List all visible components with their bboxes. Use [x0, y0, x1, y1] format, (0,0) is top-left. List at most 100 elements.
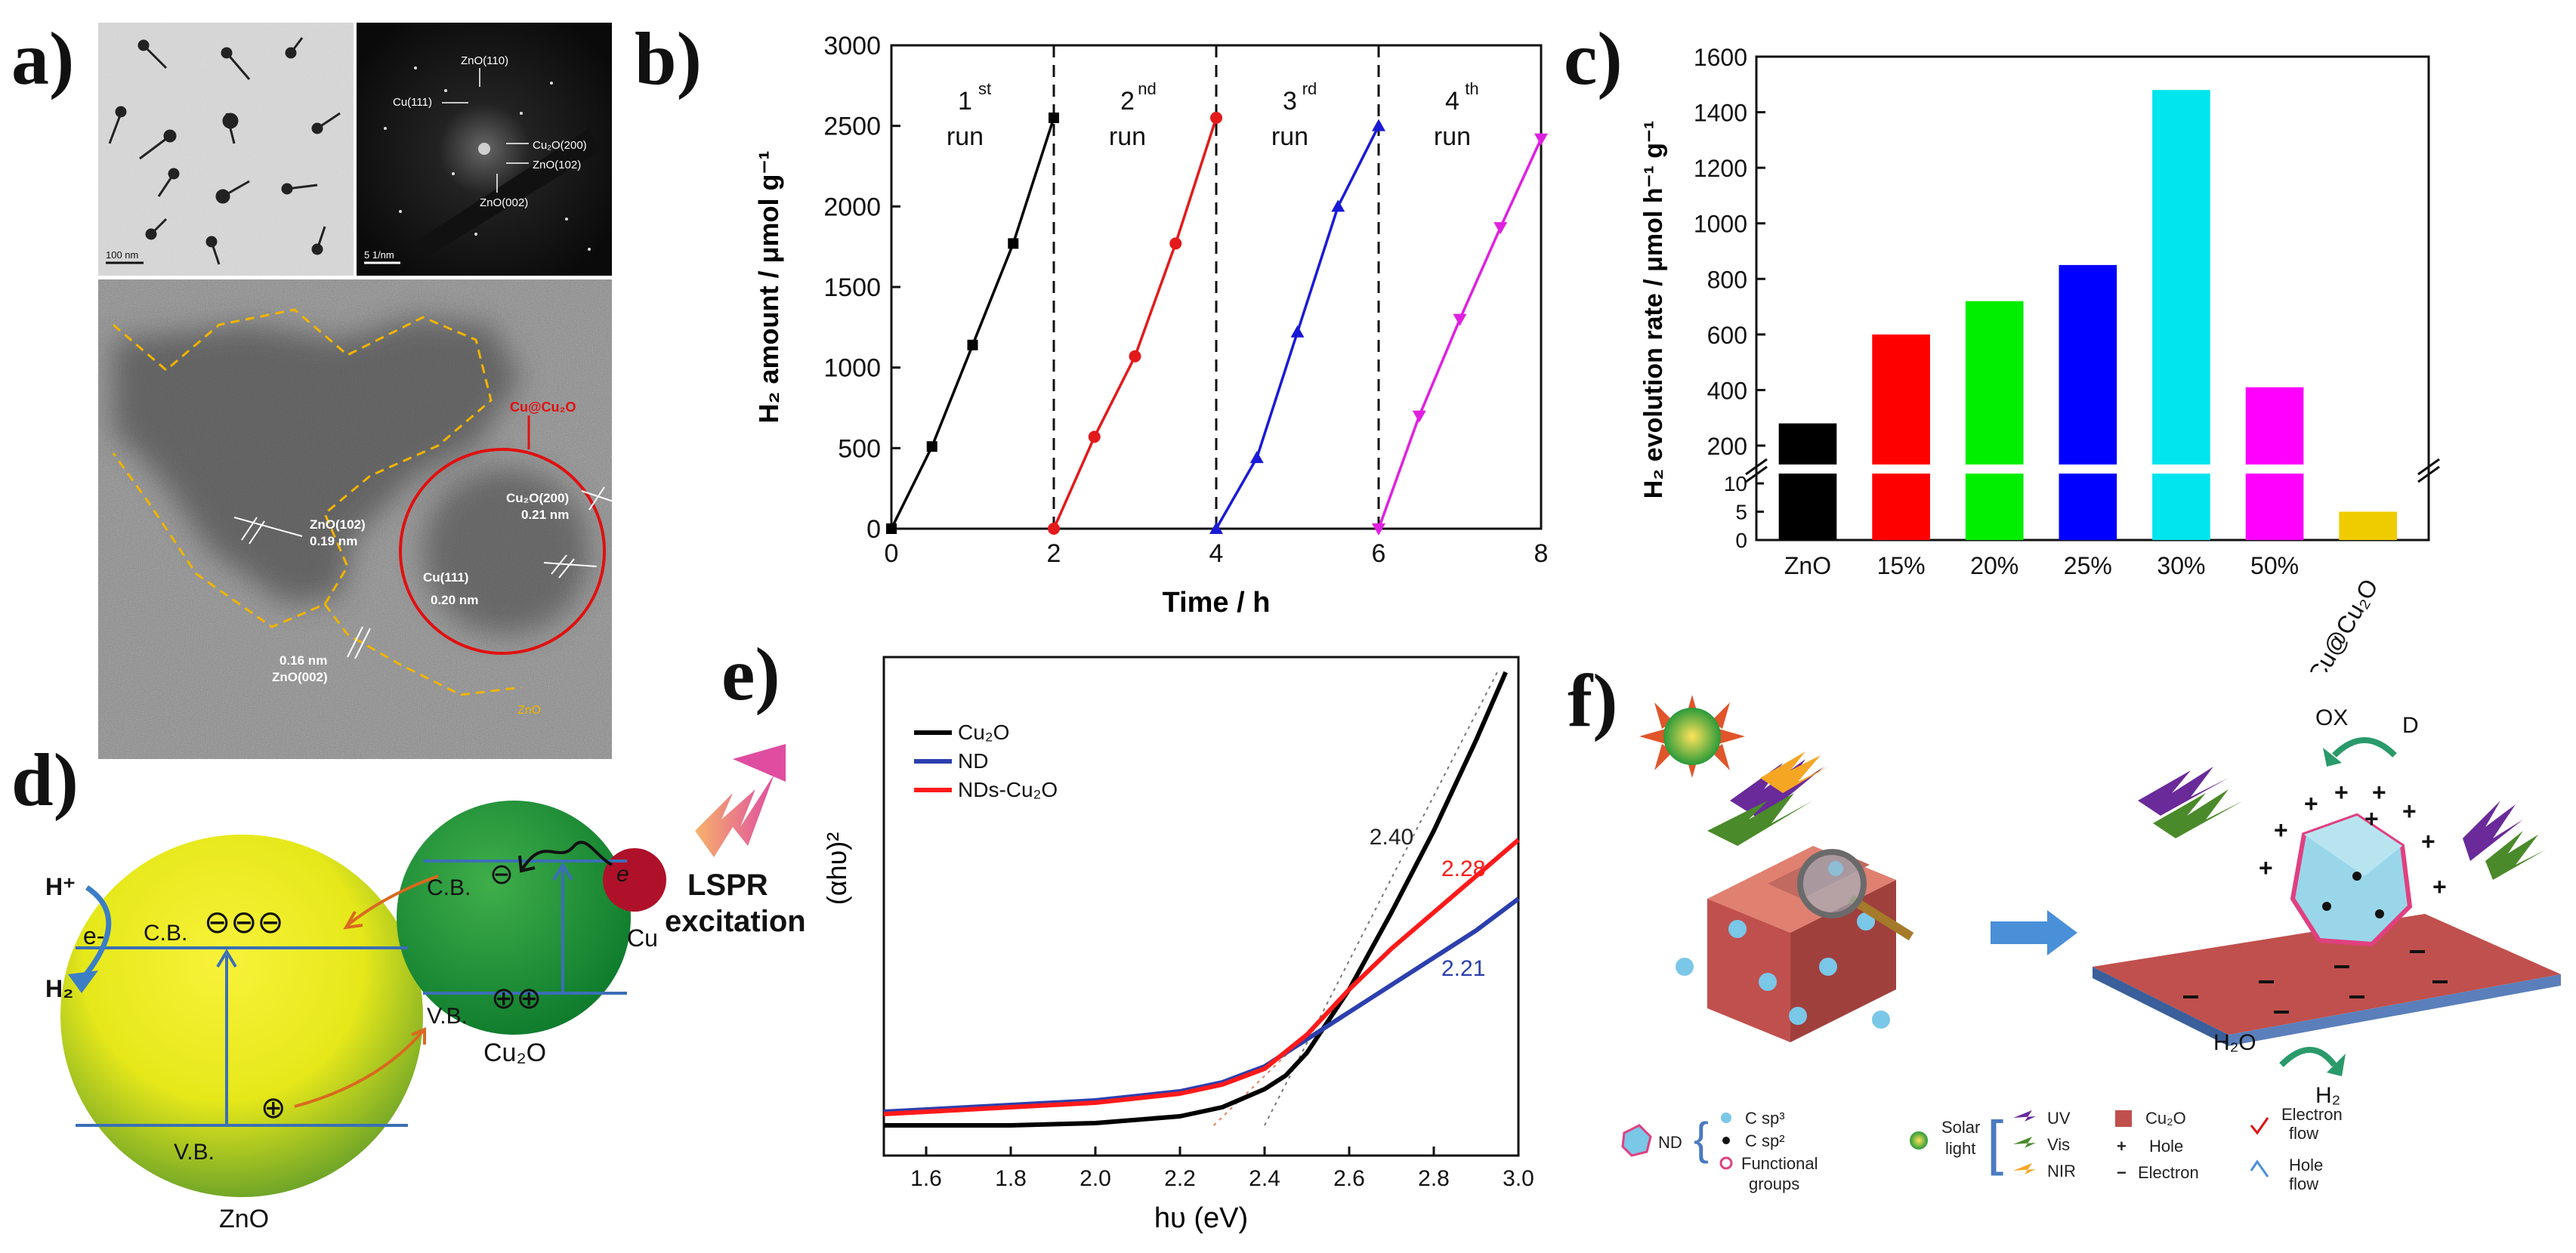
chart-b-run-sup: nd [1138, 79, 1156, 98]
legend-cu2o: Cu₂O [2145, 1109, 2186, 1128]
chart-e-xtick-label: 2.8 [1418, 1166, 1450, 1191]
chart-e-frame [882, 656, 1520, 1157]
svg-text:−: − [2117, 1163, 2127, 1182]
chart-b-xtick-label: 4 [1209, 539, 1224, 568]
chart-b-ytick-label: 2000 [823, 193, 881, 221]
zno-sphere [60, 835, 423, 1197]
chart-e-series-line [883, 897, 1520, 1114]
chart-b-point [1169, 237, 1182, 250]
legend-light: light [1945, 1139, 1975, 1158]
hrtem-label-cu-cu2o: Cu@Cu₂O [510, 400, 576, 415]
chart-e-series-line [883, 838, 1520, 1116]
chart-b-point [1372, 523, 1385, 535]
cu2o-vb-label: V.B. [427, 1004, 468, 1029]
saed-label-zno110: ZnO(110) [461, 54, 508, 67]
chart-e-series-line [884, 671, 1508, 1128]
chart-e-tangent [1264, 671, 1498, 1126]
chart-b-ytick-label: 3000 [823, 32, 881, 60]
svg-text:+: + [2334, 779, 2349, 806]
chart-e-xtick-label: 2.6 [1333, 1166, 1365, 1191]
h2-evolution-arrow [81, 885, 112, 980]
legend-nd: ND [1658, 1133, 1682, 1152]
cu2o-holes: ⊕⊕ [491, 982, 542, 1015]
saed-label-zno102: ZnO(102) [533, 159, 581, 171]
sun-icon [1639, 695, 1745, 778]
chart-c-ytick-label: 10 [1724, 472, 1747, 495]
chart-b-series-line [890, 117, 1055, 529]
chart-b-point [1331, 199, 1345, 212]
chart-c-ytick-label: 800 [1707, 266, 1747, 293]
h2o-h2-arrow [2279, 1047, 2337, 1067]
chart-b-xtick-label: 6 [1372, 539, 1386, 568]
zno-label: ZnO [219, 1205, 269, 1233]
chart-b-point [886, 523, 897, 534]
chart-c-bar [1965, 301, 2024, 540]
chart-e-annotation: 2.40 [1370, 825, 1413, 850]
chart-b-ytick-label: 1000 [823, 354, 881, 383]
chart-b-point [1210, 112, 1222, 124]
magnifier-icon [1797, 849, 1914, 941]
chart-b-run-number: 3 [1283, 87, 1297, 116]
hrtem-image: Cu@Cu₂O ZnO(102) 0.19 nm Cu₂O(200) 0.21 … [98, 279, 612, 759]
scale-bar-left: 100 nm [106, 249, 138, 261]
panel-d-diagram: C.B. V.B. C.B. V.B. ⊖⊖⊖ ⊕ ⊖ ⊕⊕ e LSPR ex… [45, 744, 806, 1233]
panel-label-b: b) [635, 17, 702, 100]
chart-c-axis-break-mark [2417, 458, 2440, 476]
chart-b-point [1129, 350, 1141, 363]
f-h2-label: H₂ [2315, 1083, 2340, 1108]
f-ox-label: OX [2315, 705, 2348, 730]
chart-e-ylabel: (αhυ)² [821, 832, 852, 906]
chart-b-ytick-label: 0 [866, 515, 881, 544]
scale-bar-right: 5 1/nm [364, 249, 394, 261]
cu2o-plate [2093, 914, 2561, 1035]
panel-f-schematic: ++ + +++ +++ OX D H₂O H₂ ND { C sp³ C sp²… [1621, 695, 2561, 1193]
chart-c-ytick-label: 1400 [1694, 100, 1747, 127]
svg-text:+: + [2402, 798, 2417, 825]
chart-c-bar [1778, 423, 1837, 540]
nd-dots-cube [1676, 861, 1890, 1029]
chart-b-point [1453, 313, 1467, 326]
chart-b-series-line [1052, 117, 1218, 529]
chart-b-run-number: 1 [958, 87, 972, 116]
chart-c-axis-break-mark [2417, 465, 2440, 483]
lspr-excitation-label: excitation [665, 905, 806, 938]
chart-c-ytick-label: 1600 [1694, 44, 1747, 71]
chart-c-ytick-label: 0 [1735, 529, 1747, 552]
chart-e-legend-label: ND [958, 749, 988, 773]
svg-text:[: [ [1987, 1109, 2003, 1176]
chart-c-bar [2339, 511, 2397, 540]
legend-hole-flow-1: Hole [2289, 1156, 2323, 1174]
chart-b-point [1088, 431, 1101, 443]
hrtem-label-zno102: ZnO(102) [310, 517, 366, 532]
chart-b-run-label: run [947, 122, 984, 151]
hrtem-label-cu2o200: Cu₂O(200) [506, 491, 569, 505]
cu-label: Cu [627, 924, 658, 952]
panel-label-a: a) [11, 17, 75, 100]
chart-b-run-number: 4 [1445, 87, 1459, 116]
legend-hole: Hole [2149, 1137, 2183, 1156]
legend-groups: groups [1749, 1174, 1799, 1193]
chart-e-xtick-label: 1.8 [995, 1166, 1027, 1191]
chart-b-run-label: run [1271, 122, 1308, 151]
hrtem-label-cu111-d: 0.20 nm [431, 593, 478, 607]
ox-d-arrow [2332, 737, 2397, 758]
chart-c-ytick-label: 5 [1735, 501, 1747, 524]
h-plus-label: H⁺ [45, 873, 76, 900]
chart-b-run-sup: th [1465, 79, 1478, 98]
chart-b-point [1412, 410, 1426, 423]
chart-b-xtick-label: 2 [1047, 539, 1061, 568]
legend-uv: UV [2047, 1109, 2071, 1128]
saed-label-cu2o200: Cu₂O(200) [533, 139, 587, 152]
panel-label-d: d) [11, 738, 79, 822]
saed-label-cu111: Cu(111) [393, 96, 432, 109]
chart-b-point [1249, 451, 1264, 464]
chart-b-run-label: run [1434, 122, 1471, 151]
e-minus-label: e- [83, 922, 104, 949]
chart-b-run-label: run [1109, 122, 1146, 151]
chart-c-xtick-label: 30% [2157, 552, 2205, 579]
chart-b-ylabel: H₂ amount / μmol g⁻¹ [753, 150, 784, 423]
legend-sun-icon [1910, 1131, 1928, 1150]
chart-e-xtick-label: 3.0 [1503, 1166, 1534, 1191]
svg-text:+: + [2117, 1137, 2127, 1156]
chart-b-point [926, 441, 937, 452]
